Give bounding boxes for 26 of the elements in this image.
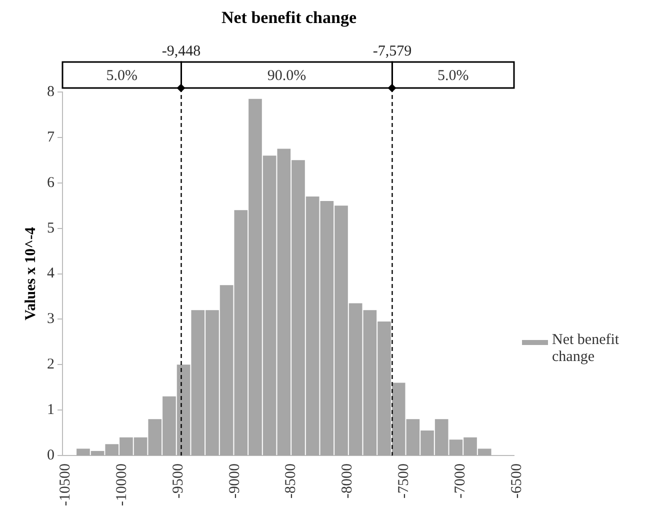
x-tick-label: -9500 xyxy=(170,464,186,499)
y-tick-label: 8 xyxy=(47,84,54,100)
x-tick-label: -9000 xyxy=(226,464,243,499)
ref-line-label: -9,448 xyxy=(162,43,201,60)
y-tick-label: 4 xyxy=(47,266,55,282)
text: 90.0% xyxy=(267,68,306,84)
y-tick-label: 1 xyxy=(47,402,54,418)
text: 5.0% xyxy=(437,68,469,84)
ref-line-label: -7,579 xyxy=(372,43,412,60)
x-tick-label: -7500 xyxy=(396,464,412,499)
x-tick-label: -10500 xyxy=(57,464,74,506)
y-tick-label: 0 xyxy=(47,447,54,464)
y-tick-label: 3 xyxy=(47,311,54,328)
chart-title: Net benefit change xyxy=(220,8,358,28)
y-tick-label: 6 xyxy=(47,174,55,191)
x-tick-label: -8500 xyxy=(283,464,300,499)
text: 5.0% xyxy=(106,68,138,84)
x-tick-label: -10000 xyxy=(114,464,130,506)
y-tick-label: 2 xyxy=(47,356,54,373)
y-tick-label: 7 xyxy=(47,129,55,146)
legend-label: Net benefit change xyxy=(552,332,620,366)
y-tick-label: 5 xyxy=(47,220,54,236)
x-tick-label: -7000 xyxy=(452,464,468,499)
x-tick-label: -6500 xyxy=(508,464,525,499)
y-axis-title: Values x 10^-4 xyxy=(22,226,39,320)
x-tick-label: -8000 xyxy=(340,464,356,499)
